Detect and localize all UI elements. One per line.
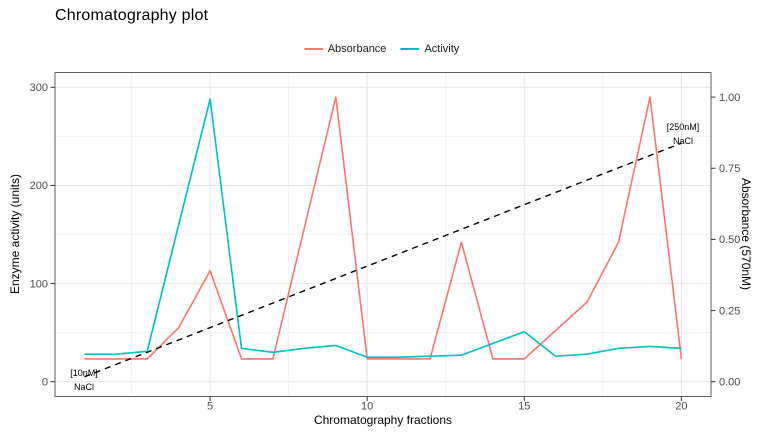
tick-label: 0.75: [719, 163, 740, 175]
tick-label: 300: [30, 82, 48, 94]
tick-label: 10: [361, 401, 373, 413]
series: [84, 96, 683, 378]
tick-label: 1.00: [719, 92, 740, 104]
tick-label: 0.50: [719, 234, 740, 246]
tick-label: 100: [30, 278, 48, 290]
x-axis-title: Chromatography fractions: [313, 413, 453, 427]
grid-minor: [55, 72, 711, 397]
legend-label-activity: Activity: [424, 43, 460, 55]
y-right-axis-title: Absorbance (570nM): [739, 177, 753, 291]
tick-label: 0.25: [719, 305, 740, 317]
nacl-end-annotation: [250nM] NaCl: [666, 122, 700, 146]
panel-border: [54, 72, 712, 397]
legend-item-activity: Activity: [400, 43, 459, 55]
legend-label-absorbance: Absorbance: [327, 43, 387, 55]
tick-label: 200: [30, 180, 48, 192]
tick-label: 0: [42, 377, 48, 389]
axis-tick-labels: 0 100 200 300 0.00 0.25 0.50 0.75 1.00 5 10 15 20: [30, 82, 741, 412]
absorbance-key-line: [303, 47, 323, 51]
axis-ticks: [50, 86, 716, 401]
activity-key-line: [400, 47, 420, 51]
tick-label: 20: [675, 401, 687, 413]
grid-major: [55, 72, 711, 397]
nacl-gradient-line: [84, 142, 682, 378]
chart-title: Chromatography plot: [55, 7, 209, 24]
nacl-start-annotation: [10nM] NaCl: [70, 368, 98, 392]
activity-line: [84, 98, 682, 359]
tick-label: 5: [207, 401, 213, 413]
tick-label: 15: [518, 401, 530, 413]
legend-item-absorbance: Absorbance: [303, 43, 387, 55]
y-left-axis-title: Enzyme activity (units): [8, 173, 22, 295]
tick-label: 0.00: [719, 377, 740, 389]
legend: Absorbance Activity: [303, 43, 459, 55]
absorbance-line: [84, 96, 683, 360]
